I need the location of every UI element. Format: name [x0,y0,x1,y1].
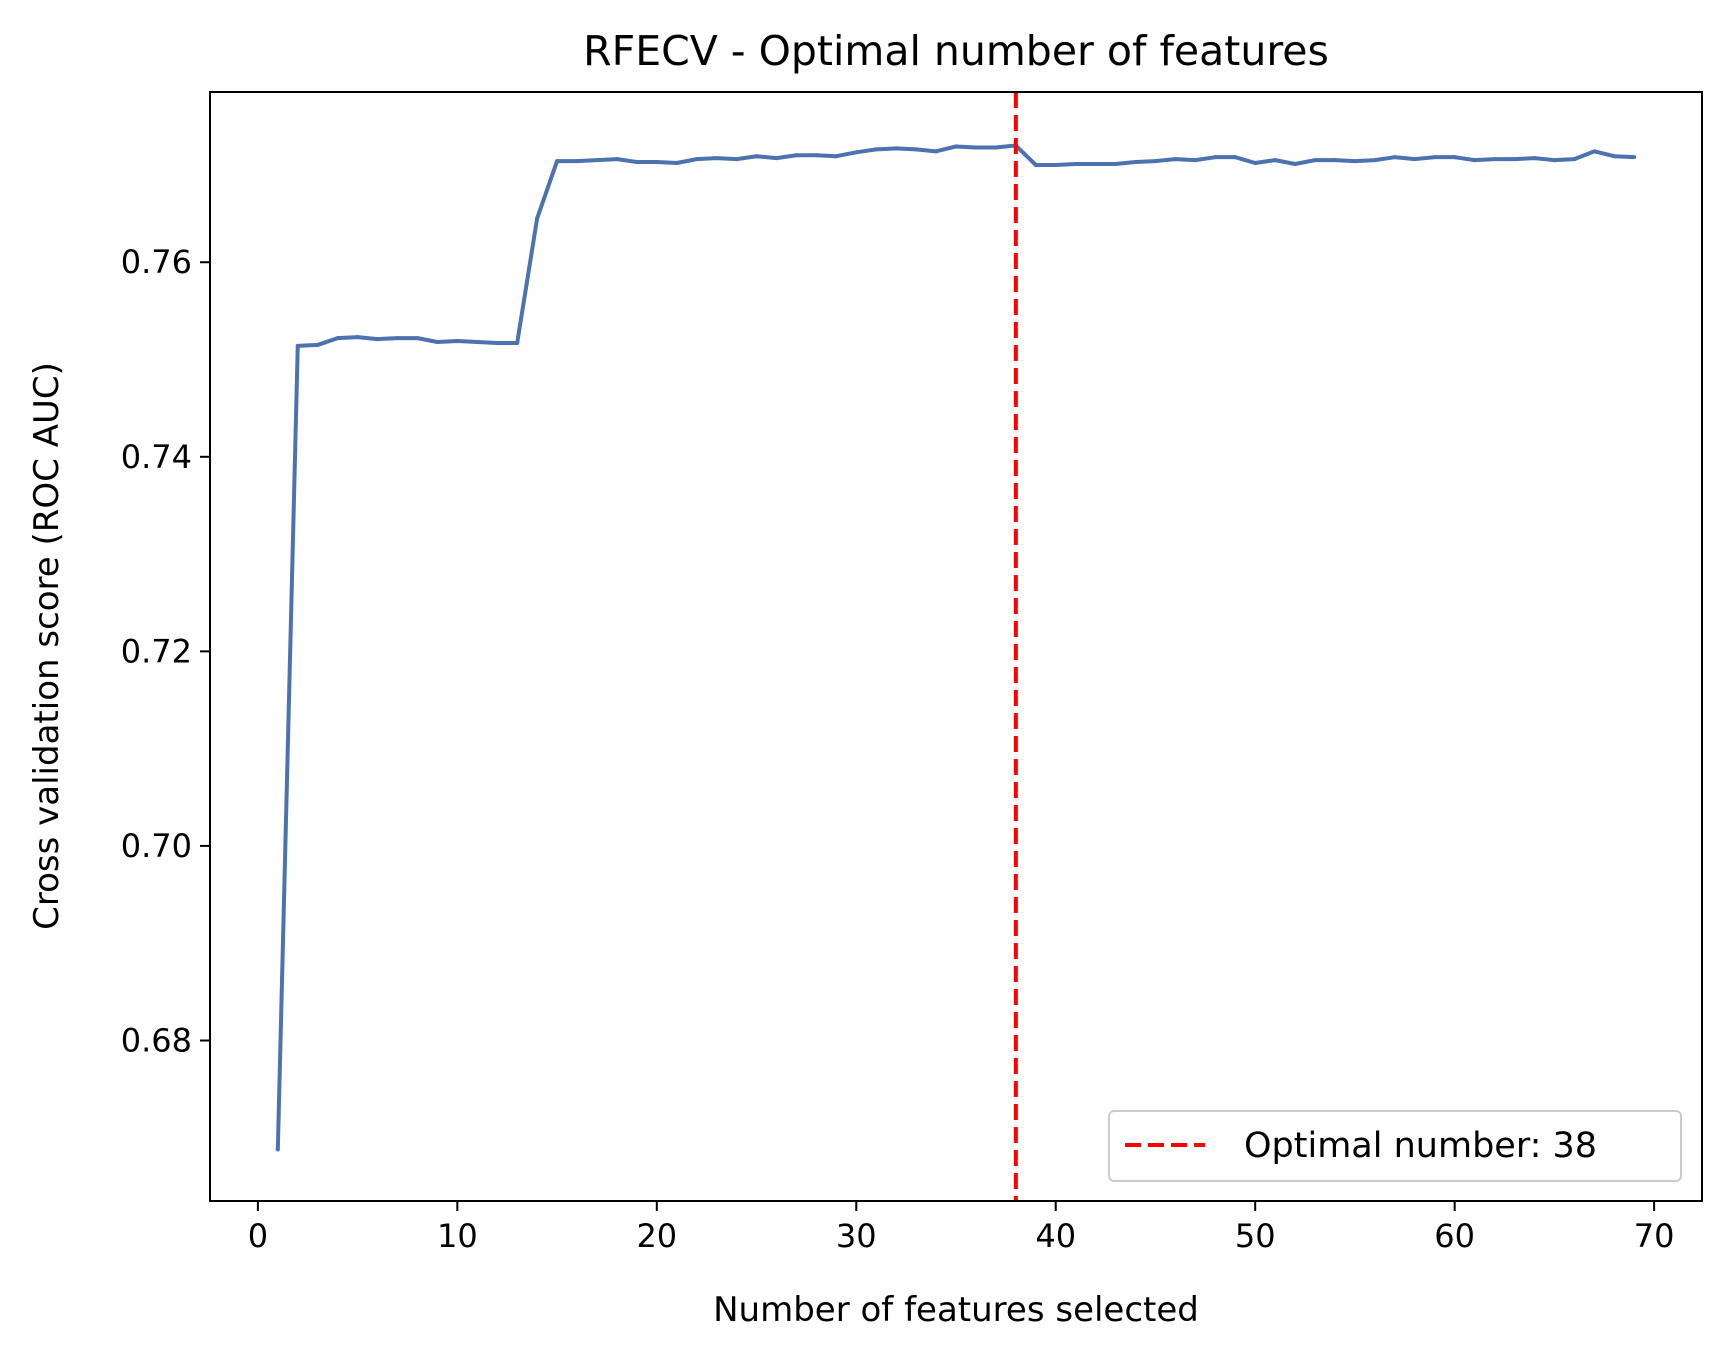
data-point [1392,155,1397,160]
y-axis-ticks: 0.68 0.70 0.72 0.74 0.76 [121,243,210,1059]
data-point [575,159,580,164]
data-point [914,147,919,152]
y-tick-label: 0.70 [121,827,192,865]
data-point [355,335,360,340]
x-tick-label: 10 [437,1217,478,1255]
data-point [774,156,779,161]
data-point [1193,158,1198,163]
data-point [734,157,739,162]
data-point [1632,155,1637,160]
y-tick-label: 0.68 [121,1021,192,1059]
legend-label: Optimal number: 38 [1244,1126,1597,1166]
data-point [1093,161,1098,166]
data-point [375,337,380,342]
x-tick-label: 70 [1634,1217,1675,1255]
data-point [495,340,500,345]
data-point [1033,162,1038,167]
data-point [1372,158,1377,163]
y-axis-label: Cross validation score (ROC AUC) [27,362,67,930]
x-tick-label: 20 [636,1217,677,1255]
data-point [894,146,899,151]
data-point [1432,155,1437,160]
data-point [475,340,480,345]
data-point [1552,158,1557,163]
data-point [435,340,440,345]
plot-area [209,91,1703,1202]
data-point [1313,158,1318,163]
data-point [1133,160,1138,165]
data-point [1253,161,1258,166]
x-axis-ticks: 0 10 20 30 40 50 60 70 [248,1201,1675,1255]
data-point [1512,157,1517,162]
data-point [874,147,879,152]
data-point [614,157,619,162]
y-tick-label: 0.72 [121,632,192,670]
x-tick-label: 40 [1035,1217,1076,1255]
x-tick-label: 30 [836,1217,877,1255]
data-point [335,336,340,341]
data-point [634,160,639,165]
data-point [415,336,420,341]
data-point [535,216,540,221]
data-point [1113,161,1118,166]
y-tick-label: 0.76 [121,243,192,281]
data-point [1273,158,1278,163]
data-point [1492,157,1497,162]
data-point [714,156,719,161]
chart-title: RFECV - Optimal number of features [583,27,1329,75]
x-tick-label: 0 [248,1217,268,1255]
data-point [694,157,699,162]
data-point [1332,158,1337,163]
plot-frame [209,91,1703,1202]
legend-box [1108,1110,1682,1182]
series-layer [275,143,1637,1152]
data-point [1153,159,1158,164]
data-point [1293,161,1298,166]
y-tick-label: 0.74 [121,438,192,476]
data-point [674,161,679,166]
x-tick-label: 50 [1235,1217,1276,1255]
data-point [275,1147,280,1152]
x-tick-label: 60 [1434,1217,1475,1255]
data-point [455,339,460,344]
data-point [1612,154,1617,159]
data-point [654,160,659,165]
data-point [1412,157,1417,162]
data-point [315,342,320,347]
data-point [1472,158,1477,163]
data-point [295,343,300,348]
data-point [973,145,978,150]
data-point [515,340,520,345]
x-axis-label: Number of features selected [713,1290,1199,1330]
data-point [594,158,599,163]
data-point [1452,155,1457,160]
data-point [754,154,759,159]
legend: Optimal number: 38 [1108,1110,1682,1182]
data-point [1073,161,1078,166]
data-point [1213,155,1218,160]
data-point [1532,156,1537,161]
data-point [1233,155,1238,160]
data-point [934,149,939,154]
data-point [993,145,998,150]
data-point [1352,159,1357,164]
data-point [1053,162,1058,167]
data-point [1592,149,1597,154]
plot-background [210,92,1702,1201]
data-point [395,336,400,341]
data-point [814,153,819,158]
data-point [555,159,560,164]
data-point [1572,157,1577,162]
data-point [954,144,958,149]
data-point [834,154,839,159]
data-point [794,153,799,158]
data-point [1173,157,1178,162]
data-point [854,150,859,155]
